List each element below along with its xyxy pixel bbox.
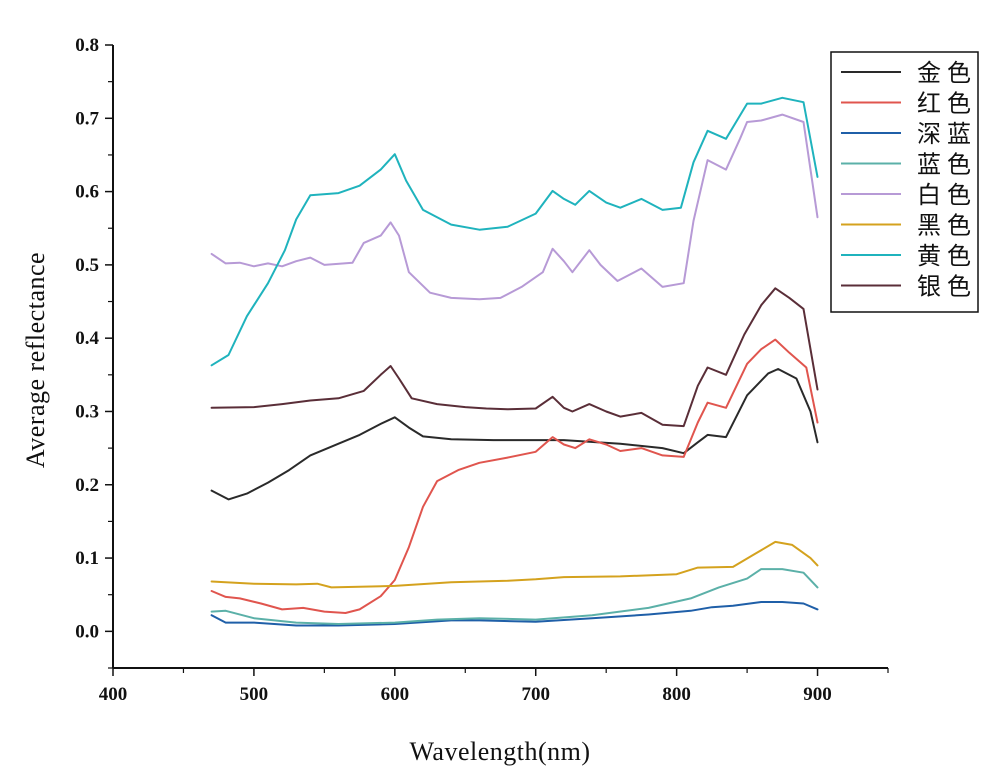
series-line-4 bbox=[210, 568, 819, 625]
x-tick-label: 600 bbox=[381, 684, 410, 705]
legend-label: 金色 bbox=[917, 59, 977, 87]
legend-label: 红色 bbox=[917, 90, 977, 118]
x-axis-title: Wavelength(nm) bbox=[409, 737, 590, 766]
legend-label: 蓝色 bbox=[917, 151, 977, 179]
y-tick-label: 0.4 bbox=[75, 328, 99, 349]
x-tick-label: 500 bbox=[240, 684, 269, 705]
x-tick-label: 800 bbox=[662, 684, 691, 705]
x-tick-label: 400 bbox=[99, 684, 128, 705]
series-line-1 bbox=[210, 368, 819, 501]
axes: 400 500 600 700 800 900 0.0 0.1 0.2 0.3 0.4 0.5 0.6 0… bbox=[75, 35, 889, 705]
x-tick-label: 900 bbox=[803, 684, 832, 705]
y-tick-label: 0.0 bbox=[75, 621, 99, 642]
y-tick-label: 0.5 bbox=[75, 255, 99, 276]
legend-label: 白色 bbox=[917, 181, 977, 209]
y-tick-label: 0.3 bbox=[75, 401, 99, 422]
series-lines bbox=[210, 96, 819, 627]
legend-label: 深蓝 bbox=[917, 120, 977, 148]
y-tick-label: 0.7 bbox=[75, 108, 99, 129]
y-tick-label: 0.1 bbox=[75, 548, 99, 569]
legend-label: 黄色 bbox=[917, 242, 977, 270]
y-axis-title: Average reflectance bbox=[21, 252, 50, 468]
y-tick-label: 0.2 bbox=[75, 475, 99, 496]
series-line-3 bbox=[210, 601, 819, 627]
series-line-5 bbox=[210, 113, 819, 301]
series-line-8 bbox=[210, 287, 819, 428]
x-tick-label: 700 bbox=[521, 684, 550, 705]
y-tick-label: 0.6 bbox=[75, 182, 99, 203]
legend-label: 黑色 bbox=[917, 212, 977, 240]
series-line-2 bbox=[210, 338, 819, 614]
legend-box bbox=[830, 51, 979, 313]
y-tick-label: 0.8 bbox=[75, 35, 99, 56]
legend-label: 银色 bbox=[917, 273, 977, 301]
series-line-7 bbox=[210, 96, 819, 367]
series-line-6 bbox=[210, 540, 819, 589]
